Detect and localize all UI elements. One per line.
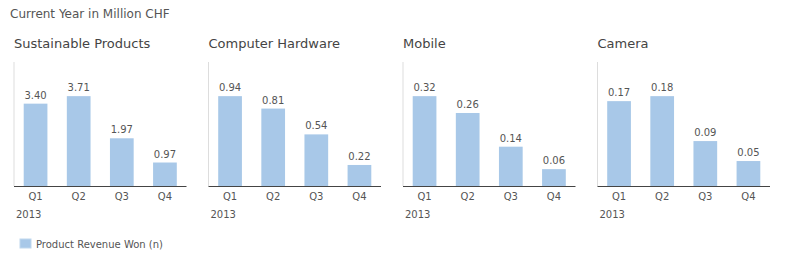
bar (607, 101, 631, 186)
x-tick-label: Q4 (352, 191, 366, 202)
data-labels: 0.32 0.26 0.14 0.06 (413, 82, 565, 166)
bar (693, 141, 717, 186)
panel-title: Camera (598, 36, 649, 51)
panel: Mobile 0.32 0.26 0.14 0.06 Q1 Q2 Q3 Q4 2013 (403, 36, 576, 220)
x-tick-label: Q2 (266, 191, 280, 202)
data-labels: 0.17 0.18 0.09 0.05 (608, 82, 760, 158)
panel: Computer Hardware 0.94 0.81 0.54 0.22 Q1 Q2 Q3 Q… (209, 36, 382, 220)
bars (24, 96, 177, 186)
x-tick-label: Q3 (309, 191, 323, 202)
x-axis-label: 2013 (600, 209, 625, 220)
x-axis-label: 2013 (211, 209, 236, 220)
x-tick-label: Q3 (115, 191, 129, 202)
data-label: 0.26 (457, 99, 479, 110)
data-label: 0.32 (413, 82, 435, 93)
panel: Sustainable Products 3.40 3.71 1.97 0.97 Q1 Q2… (14, 36, 187, 220)
data-label: 3.71 (68, 82, 90, 93)
data-label: 0.06 (543, 155, 565, 166)
data-label: 0.94 (219, 82, 241, 93)
x-tick-label: Q3 (698, 191, 712, 202)
bar (348, 165, 372, 186)
bar (24, 104, 48, 186)
bar (304, 134, 328, 186)
bar (650, 96, 674, 186)
y-axis-line (597, 62, 598, 186)
bar (218, 96, 242, 186)
bar (737, 161, 761, 186)
bars (413, 96, 566, 186)
x-axis-line (209, 186, 382, 187)
data-label: 3.40 (24, 90, 46, 101)
bars (218, 96, 371, 186)
x-tick-label: Q4 (158, 191, 172, 202)
data-labels: 0.94 0.81 0.54 0.22 (219, 82, 371, 162)
x-axis-line (14, 186, 187, 187)
x-tick-label: Q1 (28, 191, 42, 202)
bar (456, 113, 480, 186)
bar (261, 109, 285, 186)
bar (542, 169, 566, 186)
x-tick-label: Q4 (547, 191, 561, 202)
data-label: 0.54 (305, 120, 327, 131)
x-tick-label: Q3 (504, 191, 518, 202)
chart: Current Year in Million CHF Sustainable P… (0, 0, 800, 262)
bar (110, 138, 134, 186)
data-label: 0.17 (608, 87, 630, 98)
data-label: 0.22 (348, 151, 370, 162)
panel-title: Computer Hardware (209, 36, 341, 51)
bar (67, 96, 91, 186)
data-label: 0.09 (694, 127, 716, 138)
data-label: 0.05 (737, 147, 759, 158)
legend-swatch (20, 239, 31, 248)
y-axis-line (208, 62, 209, 186)
x-axis-line (598, 186, 771, 187)
data-label: 0.97 (154, 149, 176, 160)
x-tick-label: Q1 (223, 191, 237, 202)
x-axis-line (403, 186, 576, 187)
data-label: 0.81 (262, 95, 284, 106)
legend-label: Product Revenue Won (n) (36, 239, 163, 250)
panel-title: Mobile (403, 36, 446, 51)
panel: Camera 0.17 0.18 0.09 0.05 Q1 Q2 Q3 Q4 2013 (598, 36, 771, 220)
data-label: 1.97 (111, 124, 133, 135)
legend: Product Revenue Won (n) (20, 239, 163, 250)
x-axis-label: 2013 (405, 209, 430, 220)
x-tick-label: Q2 (655, 191, 669, 202)
x-tick-label: Q2 (72, 191, 86, 202)
data-labels: 3.40 3.71 1.97 0.97 (24, 82, 176, 159)
data-label: 0.14 (500, 133, 522, 144)
x-tick-label: Q2 (461, 191, 475, 202)
chart-title: Current Year in Million CHF (10, 7, 170, 21)
y-axis-line (14, 62, 15, 186)
x-axis-label: 2013 (16, 209, 41, 220)
x-tick-label: Q4 (741, 191, 755, 202)
bar (153, 163, 177, 186)
y-axis-line (403, 62, 404, 186)
bars (607, 96, 760, 186)
data-label: 0.18 (651, 82, 673, 93)
x-tick-label: Q1 (612, 191, 626, 202)
panel-title: Sustainable Products (14, 36, 150, 51)
bar (413, 96, 437, 186)
bar (499, 147, 523, 186)
x-tick-label: Q1 (417, 191, 431, 202)
